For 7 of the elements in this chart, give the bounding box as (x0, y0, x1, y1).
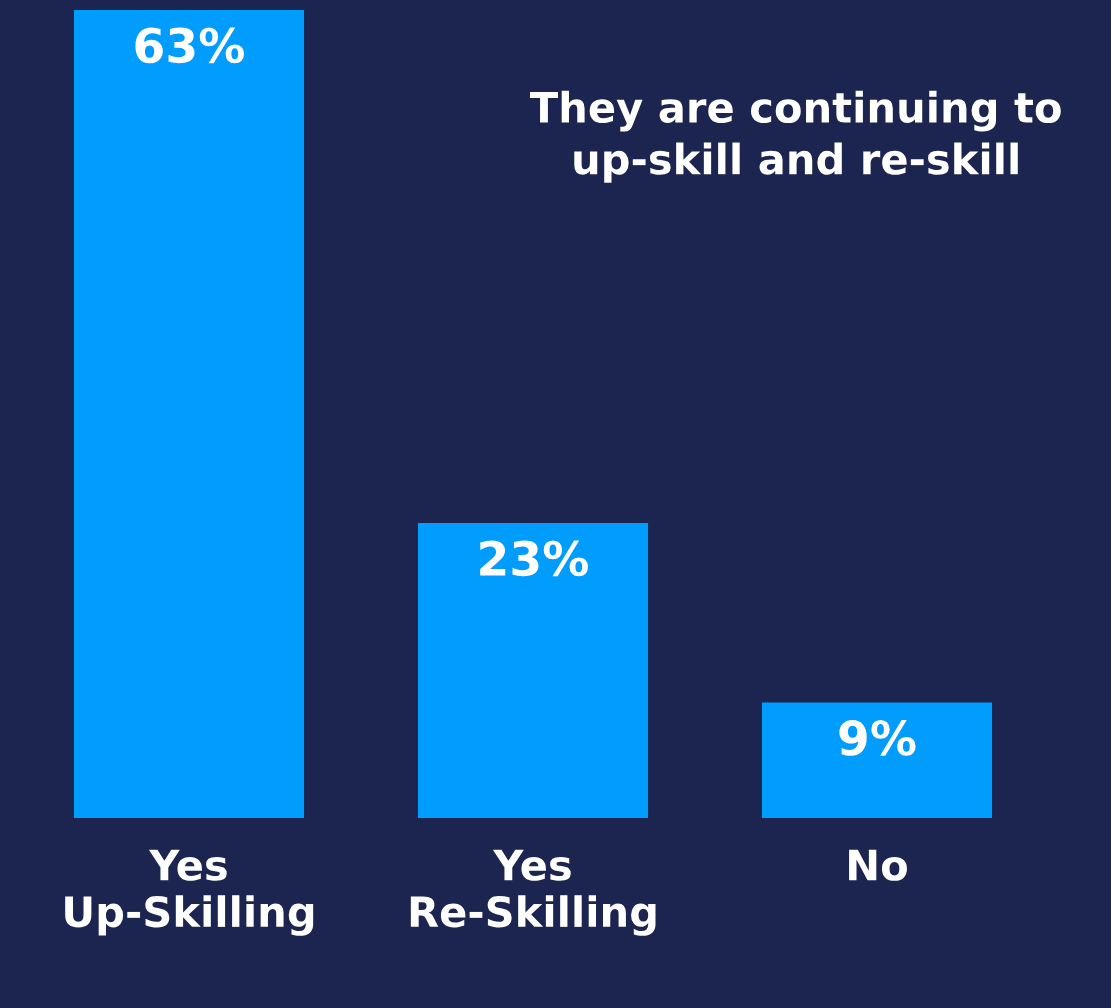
x-tick-label: Yes Up-Skilling (65, 849, 314, 936)
x-tick-label: No (849, 849, 907, 881)
data-label: 9% (839, 720, 916, 756)
data-label: 63% (135, 27, 245, 64)
data-label: 23% (480, 540, 589, 577)
annotation: They are continuing to up-skill and re-skill (529, 90, 1061, 183)
x-tick-label: Yes Re-Skilling (410, 849, 656, 936)
